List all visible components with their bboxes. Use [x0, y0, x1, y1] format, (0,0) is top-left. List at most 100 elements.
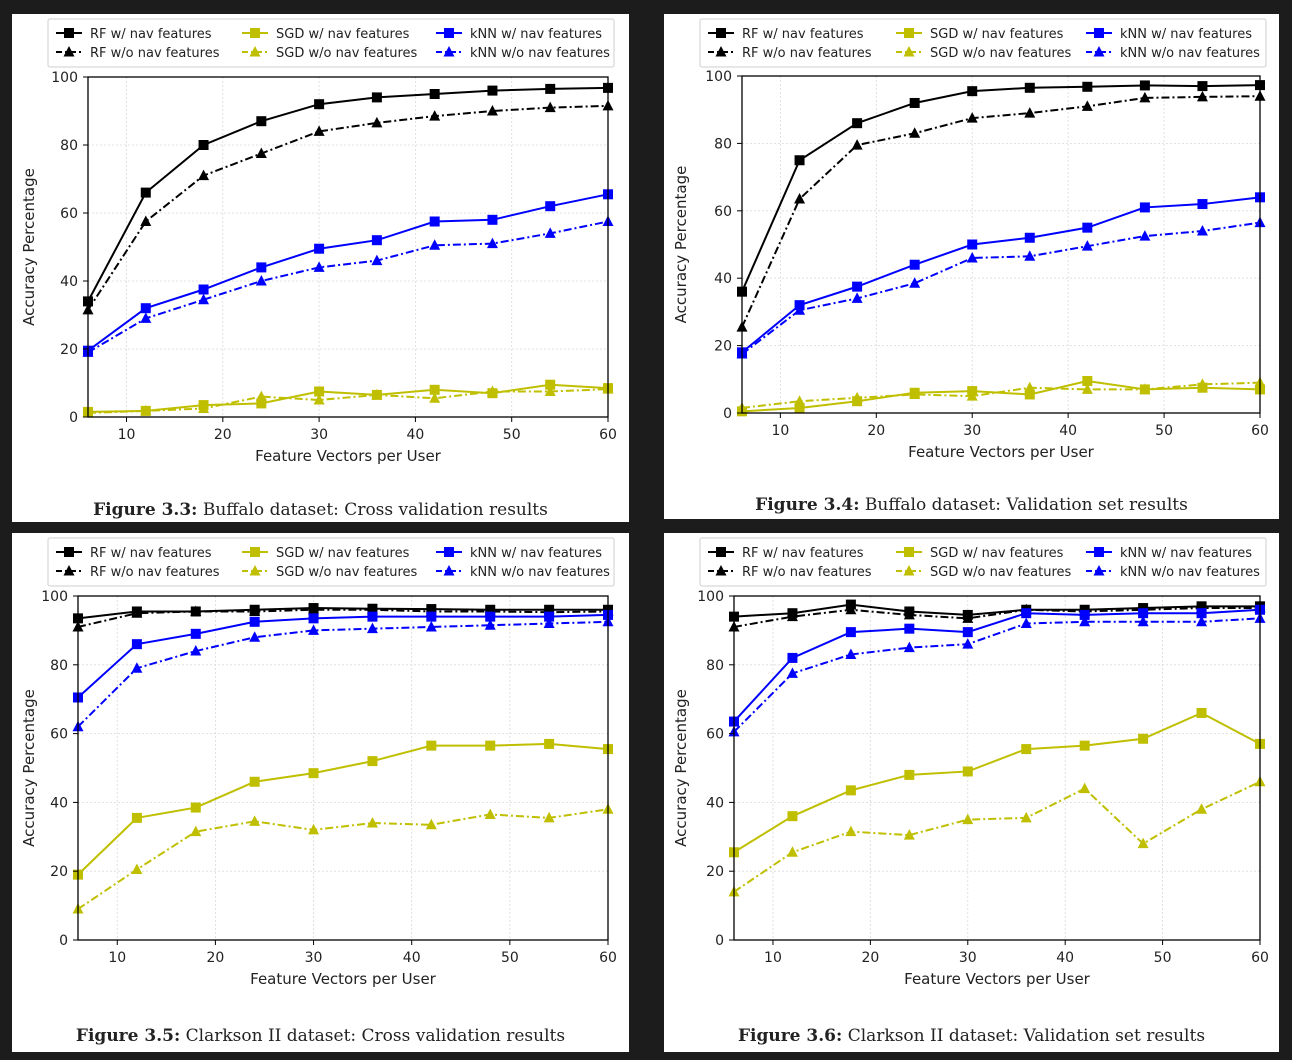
data-point	[1082, 375, 1093, 386]
x-tick-label: 50	[503, 427, 521, 443]
data-point	[1082, 222, 1093, 233]
legend-marker	[63, 46, 75, 57]
series-knn-w-o-nav-features	[728, 612, 1266, 737]
data-point	[909, 97, 920, 108]
series-line	[733, 617, 1261, 733]
series-line	[733, 603, 1260, 618]
y-tick-label: 40	[706, 795, 724, 811]
data-point	[794, 304, 806, 315]
data-point	[909, 127, 921, 138]
data-point	[140, 215, 152, 226]
x-tick-label: 60	[1251, 950, 1269, 966]
data-point	[1024, 250, 1036, 261]
data-point	[1081, 240, 1093, 251]
y-tick-label: 100	[697, 589, 724, 605]
data-point	[852, 281, 863, 292]
data-point	[256, 398, 267, 409]
data-point	[794, 155, 805, 166]
legend: RF w/ nav features RF w/o nav features SGD…	[47, 537, 615, 587]
figure-number: Figure 3.5:	[75, 1026, 181, 1046]
data-point	[852, 118, 863, 129]
data-point	[140, 187, 151, 198]
legend-item-sgd-w-o-nav-features: SGD w/o nav features	[896, 46, 1072, 61]
data-point	[140, 312, 152, 323]
legend: RF w/ nav features RF w/o nav features SGD…	[699, 18, 1267, 68]
data-point	[198, 293, 210, 305]
data-point	[190, 802, 201, 813]
series-rf-w-nav-features	[737, 80, 1265, 297]
legend-item-rf-w-o-nav-features: RF w/o nav features	[708, 565, 872, 580]
data-point	[1079, 609, 1090, 620]
figure-caption-text: Buffalo dataset: Cross validation result…	[202, 500, 548, 520]
data-point	[1197, 81, 1208, 92]
legend-item-rf-w-nav-features: RF w/ nav features	[708, 27, 864, 42]
data-point	[545, 379, 556, 390]
data-point	[1138, 608, 1149, 619]
x-tick-label: 20	[206, 950, 224, 966]
series-line	[87, 193, 609, 352]
data-point	[1197, 199, 1208, 210]
x-tick-label: 20	[861, 950, 879, 966]
legend-item-rf-w-nav-features: RF w/ nav features	[708, 546, 864, 561]
data-point	[486, 105, 498, 116]
data-point	[544, 227, 556, 238]
series-rf-w-o-nav-features	[82, 99, 614, 315]
data-point	[255, 275, 267, 286]
x-tick-label: 60	[599, 427, 617, 443]
legend-label: kNN w/ nav features	[470, 546, 602, 561]
legend-label: RF w/o nav features	[90, 46, 220, 61]
data-point	[249, 616, 260, 627]
series-line	[77, 620, 609, 728]
legend-item-sgd-w-nav-features: SGD w/ nav features	[896, 546, 1064, 561]
legend-marker	[1094, 28, 1104, 38]
legend-item-knn-w-nav-features: kNN w/ nav features	[436, 27, 602, 42]
data-point	[845, 648, 857, 659]
legend-marker	[250, 547, 260, 557]
data-point	[190, 825, 202, 837]
figure-panel-3-5: 10 20 30 40 50 60 0 20 40 60 80 100 Feature Vectors …	[12, 533, 629, 1052]
data-point	[371, 254, 383, 266]
data-point	[131, 863, 143, 874]
chart-clarkson-cv: 10 20 30 40 50 60 0 20 40 60 80 100 Feature Vectors …	[20, 537, 617, 988]
legend-label: SGD w/o nav features	[276, 46, 418, 61]
figure-panel-3-4: 10 20 30 40 50 60 0 20 40 60 80 100 Feature Vectors …	[664, 14, 1279, 519]
y-tick-label: 20	[706, 864, 724, 880]
legend-item-knn-w-o-nav-features: kNN w/o nav features	[1086, 565, 1260, 580]
data-point	[1079, 740, 1090, 751]
x-tick-label: 30	[305, 950, 323, 966]
legend-marker	[903, 565, 915, 576]
data-point	[1020, 617, 1032, 629]
data-point	[966, 112, 978, 123]
data-point	[1079, 782, 1091, 794]
x-tick-label: 40	[403, 950, 421, 966]
series-line	[733, 780, 1261, 893]
data-point	[851, 391, 863, 403]
data-point	[962, 612, 974, 623]
series-line	[733, 711, 1261, 854]
data-point	[544, 101, 556, 113]
data-point	[140, 404, 152, 416]
legend-marker	[1094, 547, 1104, 557]
series-sgd-w-nav-features	[729, 707, 1265, 858]
data-point	[429, 392, 441, 403]
figure-caption-text: Clarkson II dataset: Cross validation re…	[185, 1026, 566, 1046]
data-point	[371, 116, 383, 128]
data-point	[1196, 707, 1207, 718]
legend-marker	[716, 28, 726, 38]
series-sgd-w-o-nav-features	[82, 383, 614, 418]
legend: RF w/ nav features RF w/o nav features SGD…	[47, 18, 615, 68]
figure-number: Figure 3.3:	[93, 500, 198, 520]
data-point	[367, 611, 378, 622]
legend-item-rf-w-o-nav-features: RF w/o nav features	[708, 46, 872, 61]
x-tick-label: 50	[501, 950, 519, 966]
y-tick-label: 20	[50, 864, 68, 880]
axis-ticks: 10 20 30 40 50 60 0 20 40 60 80 100	[697, 589, 1269, 966]
data-point	[190, 605, 202, 616]
data-point	[256, 262, 267, 273]
data-point	[904, 623, 915, 634]
series-line	[87, 104, 609, 311]
data-point	[1139, 383, 1151, 394]
legend-marker	[444, 547, 454, 557]
data-point	[1137, 615, 1149, 627]
data-point	[794, 395, 806, 406]
